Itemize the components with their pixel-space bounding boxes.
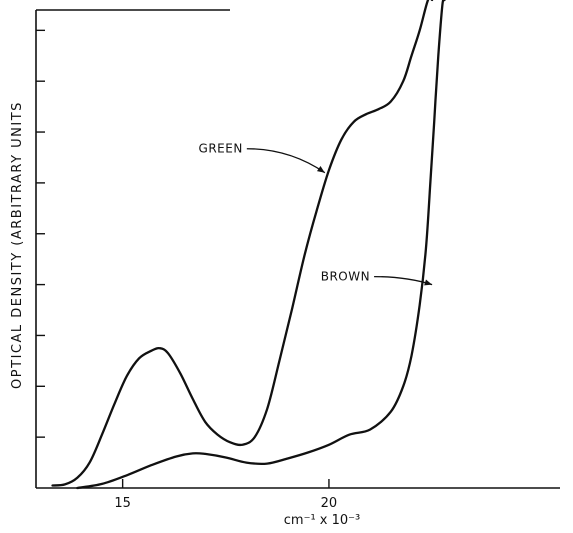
annotation-label-1: BROWN xyxy=(321,270,370,284)
x-ticks: 15 20 xyxy=(114,479,337,511)
series-line-brown xyxy=(76,0,446,490)
annotation-label-0: GREEN xyxy=(199,142,243,156)
annotation-leader-0 xyxy=(246,148,326,174)
series-layer xyxy=(51,0,446,490)
series-line-green xyxy=(51,0,434,487)
x-tick-label-0: 15 xyxy=(114,496,131,511)
plot-frame xyxy=(35,9,560,489)
y-axis-label: OPTICAL DENSITY (ARBITRARY UNITS xyxy=(10,101,25,389)
annotations: GREEN BROWN xyxy=(199,142,433,286)
y-ticks xyxy=(36,29,45,438)
x-axis-label: cm⁻¹ x 10⁻³ xyxy=(284,513,360,528)
annotation-arrowhead-0 xyxy=(316,165,325,173)
annotation-arrowhead-1 xyxy=(424,279,433,286)
x-tick-label-1: 20 xyxy=(321,496,338,511)
